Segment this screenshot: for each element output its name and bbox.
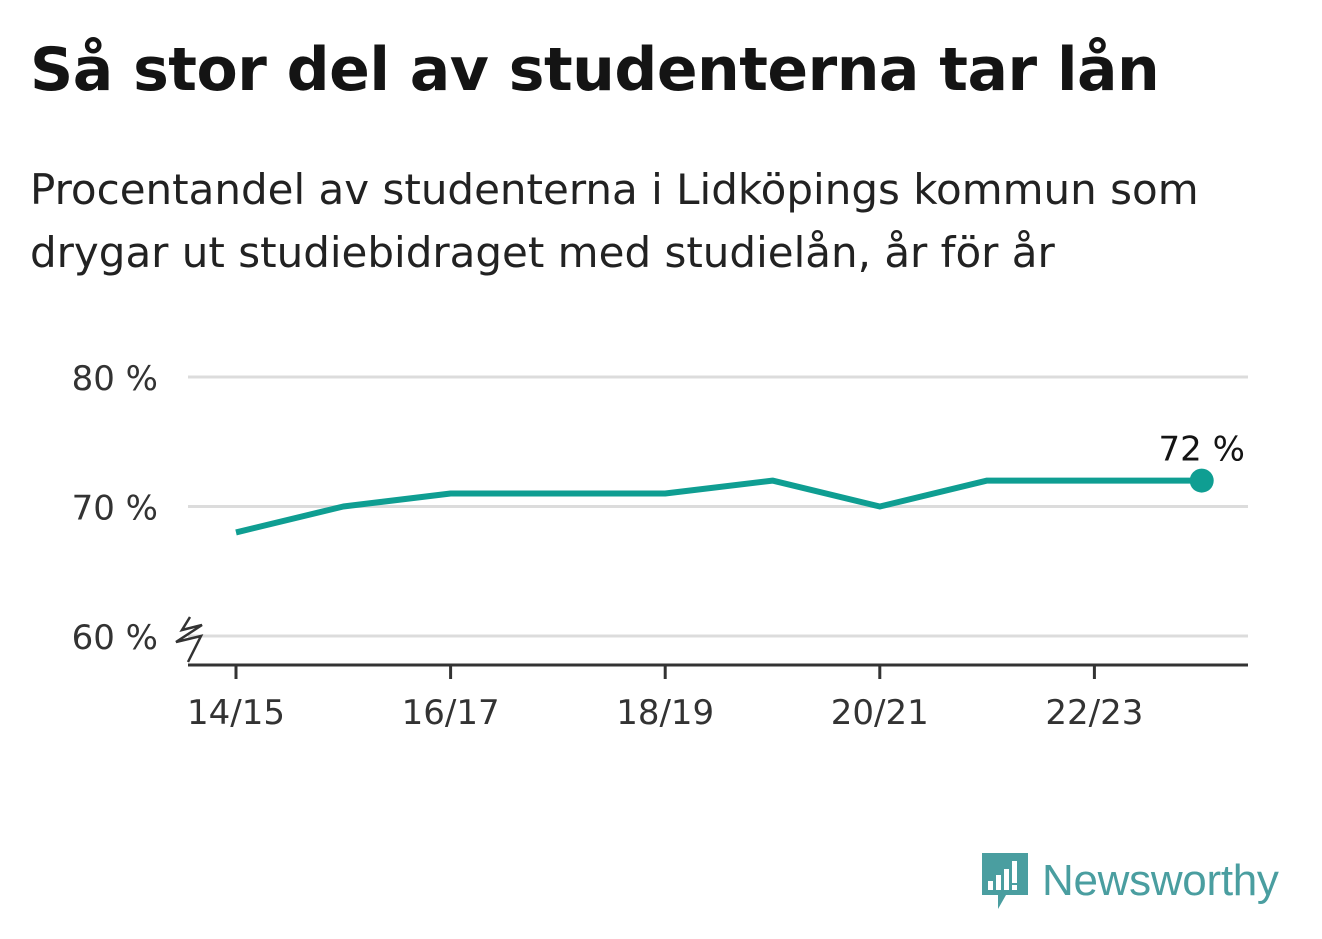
series-layer <box>235 468 1214 536</box>
label-layer: 60 % 70 % 80 % 14/15 16/17 18/19 20/21 22/23 72 … <box>72 359 1245 733</box>
x-tick-label: 22/23 <box>1045 693 1143 733</box>
end-value-label: 72 % <box>1159 430 1245 470</box>
chart-subtitle: Procentandel av studenterna i Lidköpings… <box>30 165 1199 277</box>
y-tick-label: 80 % <box>72 359 158 399</box>
chart-title: Så stor del av studenterna tar lån <box>30 35 1160 105</box>
axis-layer <box>175 616 1248 679</box>
end-point-marker <box>1189 468 1214 493</box>
newsworthy-logo-icon <box>982 853 1028 909</box>
newsworthy-logo: Newsworthy <box>980 850 1279 912</box>
x-tick-label: 16/17 <box>402 693 500 733</box>
newsworthy-logo-text: Newsworthy <box>1042 856 1279 905</box>
y-tick-label: 70 % <box>72 489 158 529</box>
x-tick-label: 20/21 <box>831 693 929 733</box>
y-tick-label: 60 % <box>72 618 158 658</box>
series-line <box>235 477 1202 536</box>
x-tick-label: 14/15 <box>187 693 285 733</box>
y-axis-break <box>175 616 204 663</box>
x-tick-label: 18/19 <box>616 693 714 733</box>
